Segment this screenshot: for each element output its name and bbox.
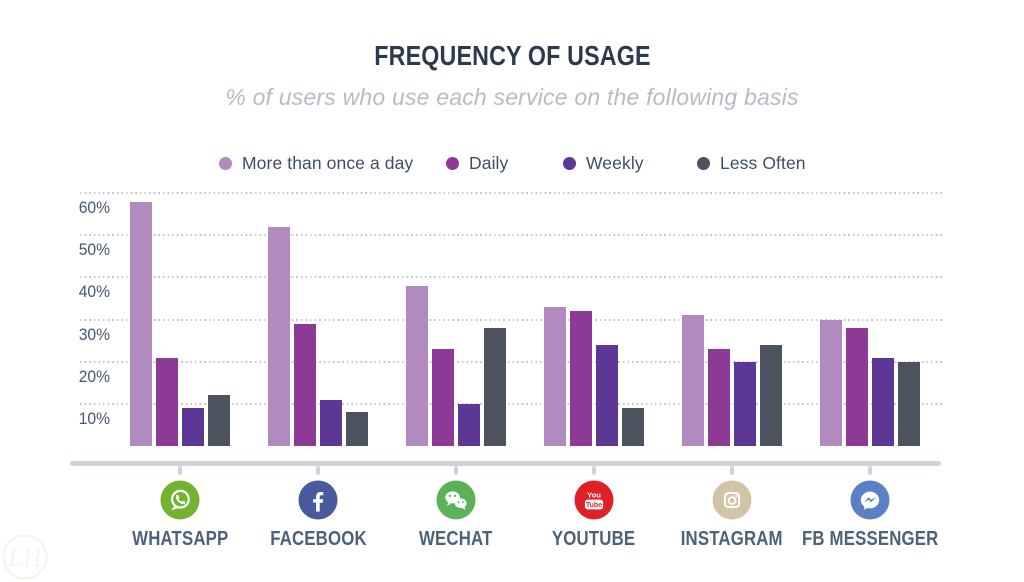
x-axis-line xyxy=(70,461,941,466)
x-axis-group-tick xyxy=(316,465,320,475)
svg-text:You: You xyxy=(587,490,601,499)
category-label: FACEBOOK xyxy=(269,528,367,550)
gridline xyxy=(80,402,942,405)
x-axis-group-tick xyxy=(730,465,734,475)
legend-item: Daily xyxy=(446,152,509,173)
legend-label: Less Often xyxy=(720,152,806,173)
youtube-icon: You Tube xyxy=(574,480,614,520)
watermark-circle-icon: LH xyxy=(2,534,48,580)
bar-daily xyxy=(846,328,868,446)
legend-item: More than once a day xyxy=(219,152,414,173)
y-axis-tick-label: 50% xyxy=(78,240,110,260)
gridline xyxy=(80,276,942,279)
bar-less-often xyxy=(760,344,782,446)
bar-weekly xyxy=(458,403,480,446)
bar-weekly xyxy=(872,357,894,446)
legend-label: Daily xyxy=(469,152,509,173)
x-axis-group-tick xyxy=(592,465,596,475)
legend-label: Weekly xyxy=(586,152,644,173)
bar-weekly xyxy=(596,344,618,446)
instagram-icon xyxy=(712,480,752,520)
bar-more-than-once-a-day xyxy=(544,306,566,446)
gridline xyxy=(80,192,942,195)
bar-more-than-once-a-day xyxy=(268,226,290,446)
bar-weekly xyxy=(182,408,204,446)
legend-swatch-icon xyxy=(219,156,232,170)
legend-swatch-icon xyxy=(446,156,459,170)
x-axis-group-tick xyxy=(454,465,458,475)
bar-daily xyxy=(708,349,730,446)
category-label: YOUTUBE xyxy=(552,528,636,550)
y-axis-tick-label: 10% xyxy=(78,408,110,428)
bar-less-often xyxy=(898,361,920,446)
bar-daily xyxy=(156,357,178,446)
chart-title: FREQUENCY OF USAGE xyxy=(0,40,1024,72)
fb-messenger-icon xyxy=(850,480,890,520)
chart-title-text: FREQUENCY OF USAGE xyxy=(373,40,651,71)
legend-label: More than once a day xyxy=(242,152,414,173)
legend-swatch-icon xyxy=(697,156,710,170)
bar-more-than-once-a-day xyxy=(406,285,428,446)
x-axis-group-tick xyxy=(868,465,872,475)
legend-item: Weekly xyxy=(563,152,644,173)
gridline xyxy=(80,360,942,363)
bar-more-than-once-a-day xyxy=(130,201,152,446)
bar-weekly xyxy=(734,361,756,446)
chart-subtitle: % of users who use each service on the f… xyxy=(225,84,799,110)
svg-text:LH: LH xyxy=(7,543,42,572)
gridline xyxy=(80,234,942,237)
y-axis-tick-label: 20% xyxy=(78,366,110,386)
bar-less-often xyxy=(208,395,230,446)
svg-text:Tube: Tube xyxy=(586,502,602,509)
bar-less-often xyxy=(622,408,644,446)
watermark-monogram: LH xyxy=(2,533,50,581)
bar-weekly xyxy=(320,399,342,446)
y-axis-tick-label: 30% xyxy=(78,324,110,344)
legend-swatch-icon xyxy=(563,156,576,170)
bar-more-than-once-a-day xyxy=(682,315,704,446)
bar-daily xyxy=(570,311,592,446)
legend-item: Less Often xyxy=(697,152,806,173)
bar-less-often xyxy=(346,412,368,446)
category-label: INSTAGRAM xyxy=(680,528,783,550)
whatsapp-icon xyxy=(160,480,200,520)
bar-more-than-once-a-day xyxy=(820,319,842,446)
bar-less-often xyxy=(484,328,506,446)
bar-daily xyxy=(432,349,454,446)
y-axis-tick-label: 60% xyxy=(78,198,110,218)
gridline xyxy=(80,318,942,321)
category-label: FB MESSENGER xyxy=(801,528,939,550)
x-axis-group-tick xyxy=(178,465,182,475)
wechat-icon xyxy=(436,480,476,520)
category-label: WHATSAPP xyxy=(131,528,229,550)
category-label: WECHAT xyxy=(419,528,493,550)
facebook-icon xyxy=(298,480,338,520)
bar-daily xyxy=(294,323,316,446)
y-axis-tick-label: 40% xyxy=(78,282,110,302)
